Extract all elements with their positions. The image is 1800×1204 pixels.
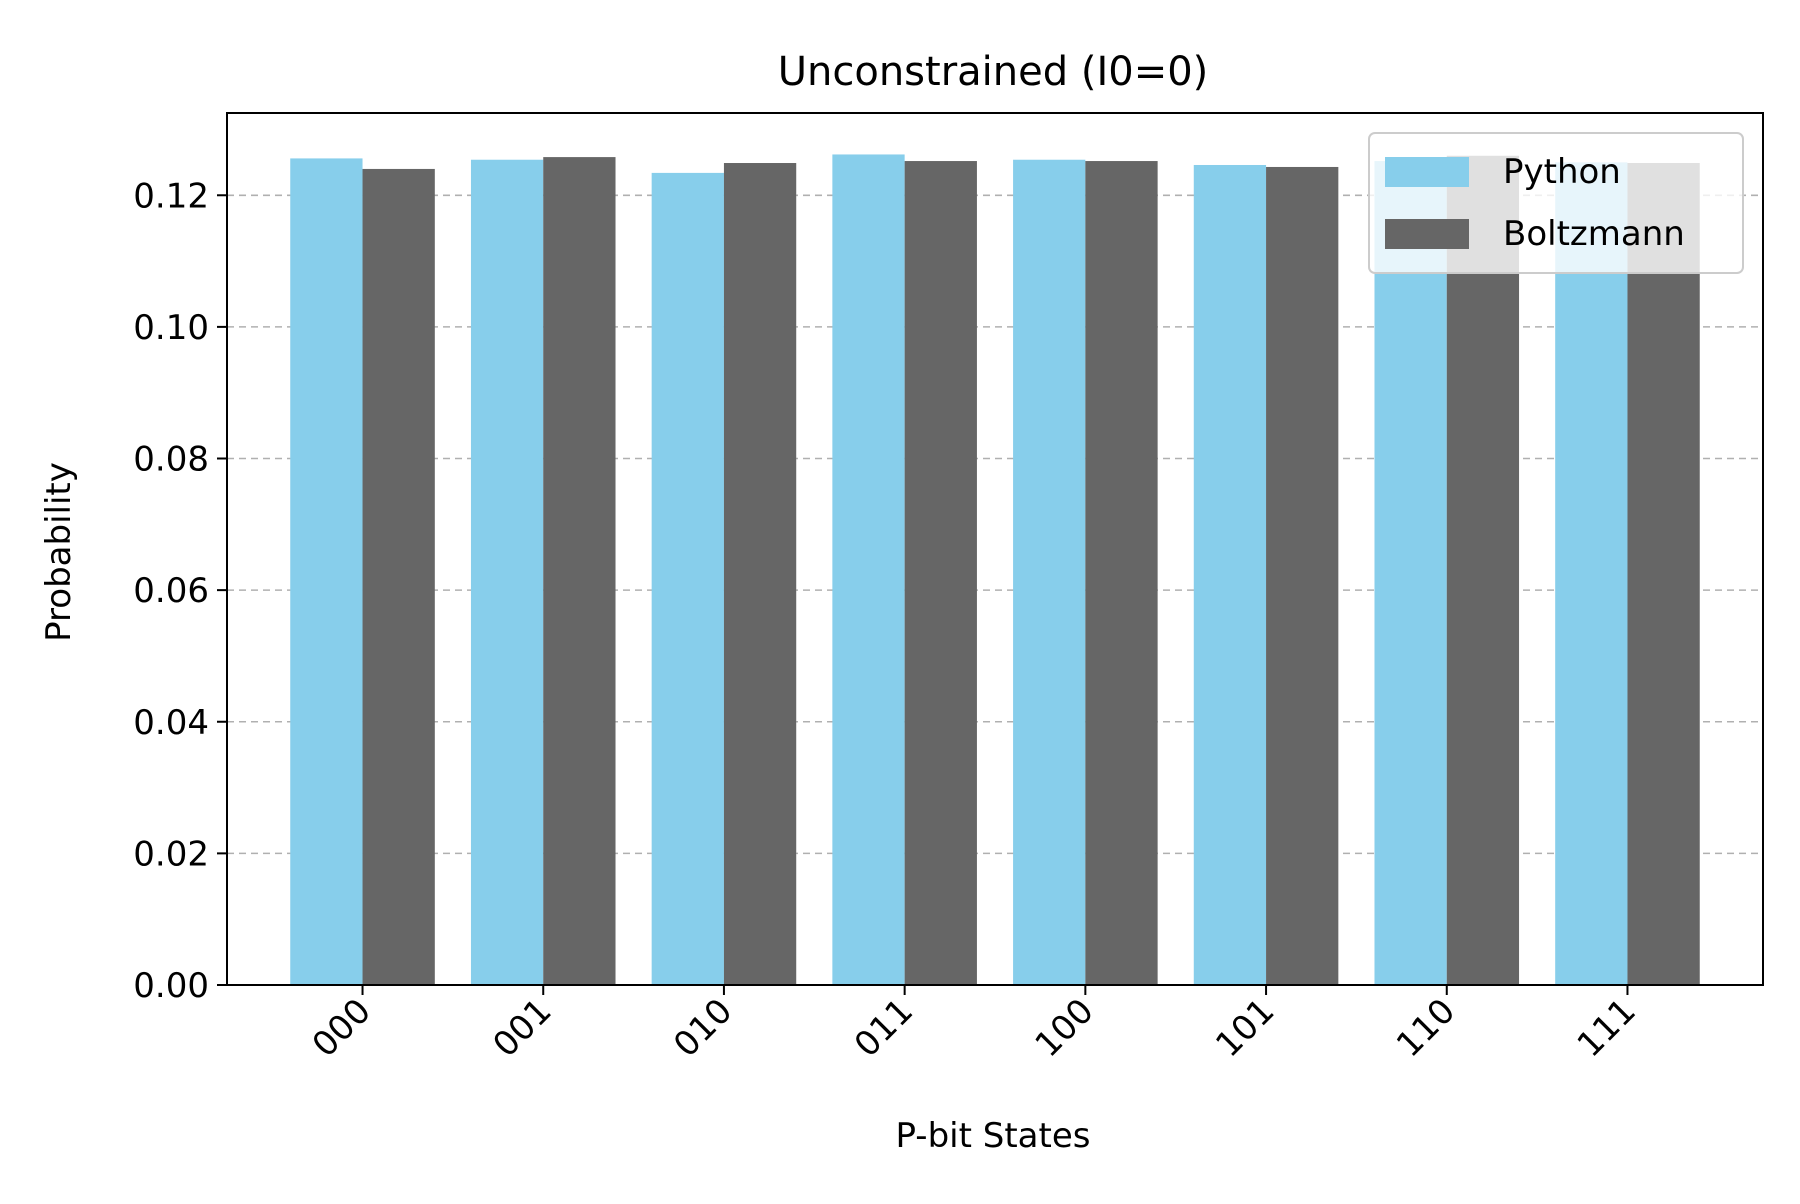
bar-python-101: [1193, 164, 1267, 985]
bar-python-000: [290, 158, 363, 986]
bar-boltzmann-111: [1627, 163, 1700, 985]
legend: Python Boltzmann: [1368, 132, 1744, 274]
legend-label-boltzmann: Boltzmann: [1503, 214, 1685, 254]
y-tick-label: 0.00: [133, 966, 209, 1006]
y-tick-label: 0.06: [133, 571, 209, 611]
bar-boltzmann-001: [543, 157, 616, 986]
bars: [290, 154, 1700, 986]
legend-swatch-python: [1385, 157, 1469, 187]
chart-title: Unconstrained (I0=0): [778, 49, 1209, 95]
bar-python-011: [832, 154, 905, 986]
bar-python-100: [1013, 159, 1086, 985]
y-tick-label: 0.02: [133, 834, 209, 874]
y-axis: 0.00 0.02 0.04 0.06 0.08 0.10 0.12: [133, 176, 227, 1006]
y-tick-label: 0.08: [133, 440, 209, 480]
y-tick-label: 0.12: [133, 176, 209, 216]
bar-python-110: [1374, 161, 1447, 986]
y-axis-label: Probability: [39, 462, 79, 642]
bar-boltzmann-010: [723, 163, 797, 985]
legend-label-python: Python: [1503, 152, 1621, 192]
bar-boltzmann-110: [1446, 155, 1520, 986]
bar-boltzmann-101: [1266, 166, 1339, 986]
y-tick-label: 0.04: [133, 703, 209, 743]
bar-boltzmann-000: [362, 168, 435, 985]
bar-python-001: [470, 159, 544, 985]
bar-boltzmann-100: [1085, 161, 1158, 986]
bar-python-111: [1555, 162, 1628, 985]
legend-swatch-boltzmann: [1385, 219, 1469, 249]
bar-python-010: [651, 172, 724, 985]
x-axis-label: P-bit States: [896, 1116, 1091, 1156]
plot-frame: [226, 112, 1764, 986]
y-tick-label: 0.10: [133, 308, 209, 348]
bar-boltzmann-011: [904, 161, 977, 986]
